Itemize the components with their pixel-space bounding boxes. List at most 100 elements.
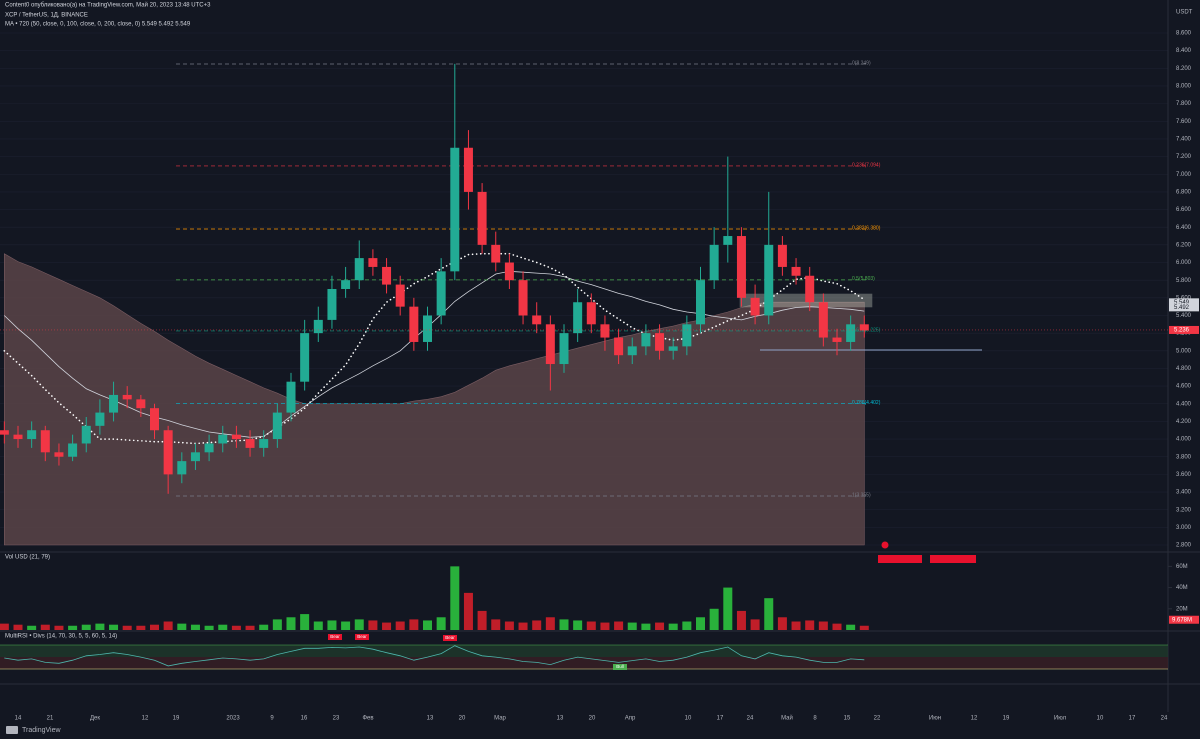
y-tick-label: 4.400 <box>1176 401 1192 407</box>
x-tick-label: 20 <box>459 716 466 722</box>
candle-body <box>27 430 37 440</box>
volume-bar <box>859 625 869 630</box>
volume-bar <box>382 622 392 630</box>
volume-last-label: 9.678M <box>1172 617 1192 623</box>
y-tick-label: 7.600 <box>1176 119 1192 125</box>
candle-body <box>777 244 787 267</box>
volume-bar <box>641 623 651 630</box>
candle-body <box>709 244 719 281</box>
volume-title: Vol USD (21, 79) <box>5 555 50 561</box>
volume-bar <box>627 622 637 630</box>
candle-body <box>68 443 78 457</box>
volume-bar <box>436 617 446 630</box>
volume-bar <box>832 623 842 630</box>
volume-bar <box>409 619 419 630</box>
y-tick-label: 4.600 <box>1176 384 1192 390</box>
x-tick-label: 24 <box>747 716 754 722</box>
volume-bar <box>846 624 856 630</box>
volume-bar <box>368 620 378 630</box>
volume-bar <box>136 625 146 630</box>
volume-bar <box>750 619 760 630</box>
fib-label: 0.786(4.402) <box>852 400 881 406</box>
volume-bar <box>518 622 528 630</box>
volume-bar <box>491 619 501 630</box>
candle-body <box>805 275 815 303</box>
y-tick-label: 6.400 <box>1176 225 1192 231</box>
candle-body <box>286 381 296 413</box>
candle-body <box>204 443 214 453</box>
candle-body <box>54 452 64 457</box>
candle-body <box>109 394 119 413</box>
alert-icon <box>881 541 889 549</box>
candle-body <box>13 434 23 440</box>
ma-legend: MA • 720 (50, close, 0, 100, close, 0, 2… <box>5 22 191 28</box>
volume-bar <box>272 619 282 630</box>
y-tick-label: 3.200 <box>1176 507 1192 513</box>
candle-body <box>682 324 692 347</box>
volume-bar <box>327 620 337 630</box>
candle-body <box>231 434 241 440</box>
y-tick-label: 7.400 <box>1176 137 1192 143</box>
fib-label: 0.236(7.094) <box>852 162 881 168</box>
price-label: 5.492 <box>1174 305 1190 311</box>
candle-body <box>627 346 637 356</box>
volume-bar <box>81 624 91 630</box>
volume-bar <box>259 624 269 630</box>
y-tick-label: 7.200 <box>1176 154 1192 160</box>
candle-body <box>600 324 610 338</box>
volume-bar <box>245 625 255 630</box>
y-tick-label: 20M <box>1176 606 1188 612</box>
x-tick-label: Дек <box>90 716 100 722</box>
y-tick-label: 6.200 <box>1176 242 1192 248</box>
volume-bar <box>68 625 78 630</box>
volume-bar <box>190 624 200 630</box>
volume-bar <box>163 621 173 630</box>
candle-body <box>532 315 542 325</box>
volume-bar <box>286 617 296 630</box>
fib-label: 1(3.355) <box>852 492 871 498</box>
candle-body <box>655 333 665 351</box>
x-tick-label: Июн <box>929 716 941 722</box>
candle-body <box>750 297 760 316</box>
x-tick-label: Фев <box>362 716 373 722</box>
main-layer: 8.600 8.400 8.200 8.000 7.800 7.600 7.400 7.200… <box>0 31 1199 722</box>
candle-body <box>436 271 446 316</box>
ma-line <box>4 270 865 438</box>
candle-body <box>136 399 146 409</box>
candle-body <box>0 430 9 435</box>
x-tick-label: 20 <box>589 716 596 722</box>
candle-body <box>818 302 828 338</box>
divergence-label: Bull <box>616 664 624 669</box>
y-tick-label: 7.800 <box>1176 101 1192 107</box>
volume-bar <box>204 625 214 630</box>
candle-body <box>491 244 501 263</box>
alert-box <box>930 555 976 563</box>
x-tick-label: 24 <box>1161 716 1168 722</box>
x-tick-label: 8 <box>813 716 817 722</box>
volume-bar <box>818 621 828 630</box>
symbol-title: XCP / TetherUS, 1Д, BINANCE <box>5 13 88 19</box>
volume-bar <box>586 621 596 630</box>
candle-body <box>518 280 528 316</box>
candle-body <box>409 306 419 342</box>
candle-body <box>354 258 364 281</box>
y-tick-label: 5.800 <box>1176 278 1192 284</box>
x-tick-label: 17 <box>717 716 724 722</box>
candle-body <box>327 289 337 320</box>
price-label: 5.549 <box>1174 300 1190 306</box>
y-tick-label: 5.000 <box>1176 348 1192 354</box>
y-tick-label: 6.600 <box>1176 207 1192 213</box>
price-label-box <box>1169 325 1199 334</box>
volume-bar <box>791 621 801 630</box>
candle-body <box>300 333 310 382</box>
candle-body <box>791 266 801 276</box>
x-tick-label: Апр <box>625 716 636 722</box>
candle-body <box>764 244 774 316</box>
candle-body <box>40 430 50 453</box>
y-tick-label: 5.400 <box>1176 313 1192 319</box>
volume-bar <box>805 620 815 630</box>
candle-body <box>423 315 432 342</box>
x-tick-label: 23 <box>333 716 340 722</box>
y-tick-label: 3.400 <box>1176 490 1192 496</box>
